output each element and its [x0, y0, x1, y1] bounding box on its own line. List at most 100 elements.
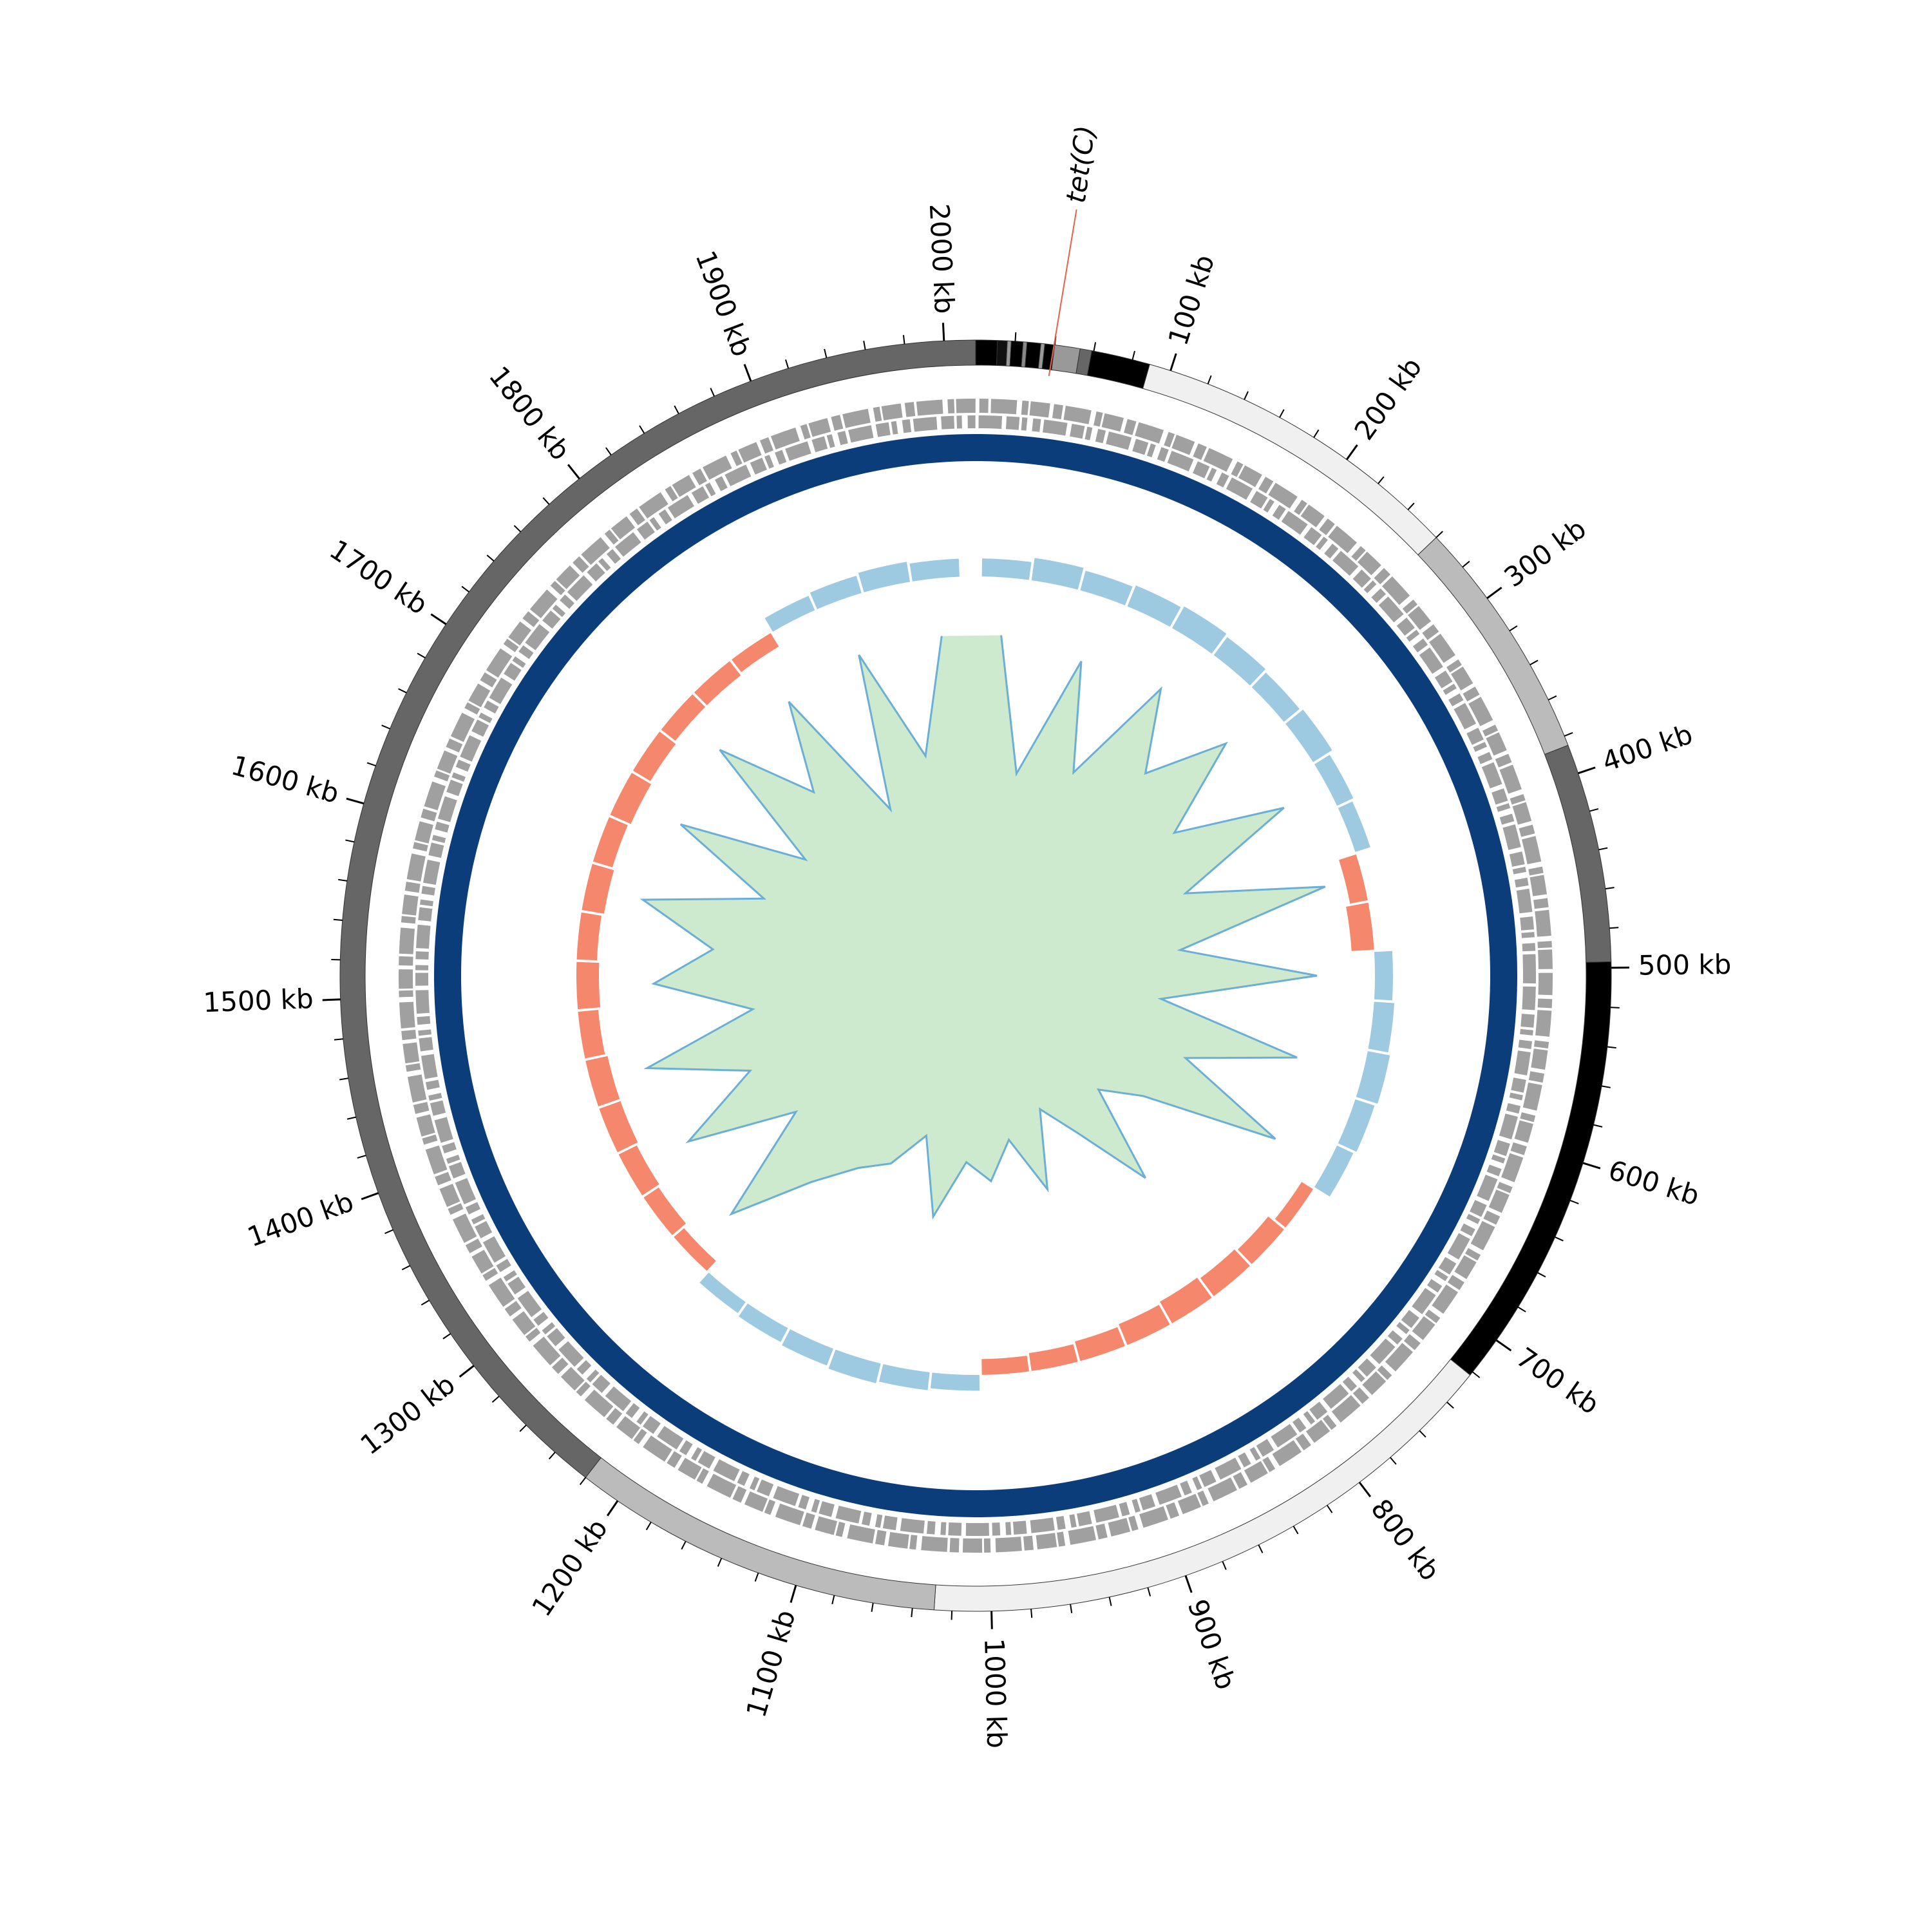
gc-skew-bar — [930, 1372, 980, 1391]
minor-tick — [346, 1116, 356, 1120]
gc-skew-bar — [738, 1303, 788, 1342]
minor-tick — [710, 388, 715, 397]
tick-label: 300 kb — [1499, 513, 1592, 593]
gc-skew-bar — [1127, 585, 1181, 627]
annotation-line — [1048, 209, 1077, 377]
gc-skew-bar — [1374, 951, 1394, 1001]
tick-label: 800 kb — [1365, 1493, 1446, 1587]
gc-skew-bar — [1213, 637, 1265, 686]
minor-tick — [1548, 695, 1557, 701]
gc-skew-bar — [699, 1273, 746, 1313]
contig — [933, 1358, 1471, 1612]
minor-tick — [366, 762, 376, 766]
minor-tick — [674, 405, 679, 414]
tick-label: 2000 kb — [923, 203, 960, 314]
tick-label: 200 kb — [1348, 352, 1428, 446]
minor-tick — [1569, 1200, 1579, 1204]
minor-tick — [1517, 1306, 1526, 1312]
minor-tick — [1589, 808, 1599, 812]
tick — [1345, 444, 1358, 460]
gene-ring-reverse — [415, 415, 1536, 1536]
gc-skew-bar — [1339, 854, 1368, 904]
minor-tick — [486, 554, 495, 562]
gc-skew-bar — [661, 694, 706, 741]
gc-skew-bar — [1031, 558, 1084, 590]
contig — [1086, 350, 1150, 389]
gc-skew-bar — [1338, 1099, 1375, 1152]
minor-tick — [1014, 332, 1017, 341]
minor-tick — [824, 348, 828, 358]
minor-tick — [1132, 350, 1135, 360]
tick — [1358, 1481, 1372, 1497]
minor-tick — [381, 724, 390, 730]
minor-tick — [579, 1477, 587, 1485]
minor-tick — [871, 1602, 874, 1613]
gc-skew-bar — [1274, 1182, 1313, 1228]
minor-tick — [1326, 1504, 1333, 1513]
gc-skew-bar — [1028, 1344, 1078, 1371]
tick-label: 1300 kb — [354, 1368, 460, 1461]
minor-tick — [1472, 1371, 1481, 1378]
gc-skew-bar — [643, 1187, 687, 1235]
gc-skew-bar — [1200, 1249, 1250, 1296]
gc-skew-bar — [610, 772, 652, 824]
minor-tick — [421, 1300, 430, 1306]
tick-label: 600 kb — [1605, 1154, 1703, 1211]
tick-label: 1700 kb — [324, 533, 433, 621]
gc-skew-bar — [1237, 1217, 1284, 1264]
gc-skew-bar — [1338, 801, 1370, 853]
gc-content-area — [643, 635, 1325, 1217]
minor-tick — [1147, 1587, 1151, 1596]
minor-tick — [645, 1522, 652, 1531]
tick — [346, 797, 365, 805]
tick-label: 1900 kb — [689, 247, 757, 361]
minor-tick — [1530, 659, 1539, 666]
tick-label: 700 kb — [1511, 1341, 1605, 1421]
tick — [1184, 1575, 1193, 1593]
minor-tick — [513, 525, 522, 533]
tick — [361, 1192, 379, 1200]
minor-tick — [831, 1595, 835, 1605]
tick-label: 500 kb — [1638, 949, 1732, 981]
contig — [1051, 345, 1081, 374]
gc-skew-bar — [1080, 571, 1133, 606]
minor-tick — [519, 1425, 527, 1432]
tick-label: 400 kb — [1598, 718, 1697, 777]
minor-tick — [1407, 502, 1415, 511]
gc-skew-bar — [1368, 1001, 1395, 1053]
gene-ring-forward — [399, 399, 1553, 1553]
minor-tick — [442, 1333, 451, 1340]
gc-skew-bar — [981, 1356, 1029, 1375]
tick — [790, 1585, 797, 1603]
contig — [996, 340, 1008, 366]
gc-skew-bar — [732, 632, 779, 672]
gc-skew-bar — [1171, 606, 1227, 654]
minor-tick — [1390, 1457, 1397, 1465]
minor-tick — [461, 585, 469, 592]
gc-skew-bar — [858, 562, 911, 592]
minor-tick — [417, 652, 426, 659]
minor-tick — [384, 1229, 393, 1235]
tick-label: 100 kb — [1162, 251, 1220, 350]
minor-tick — [1070, 1604, 1073, 1613]
minor-tick — [717, 1558, 723, 1567]
tick — [1495, 1339, 1512, 1352]
gc-skew-bar — [1356, 1051, 1390, 1104]
minor-tick — [1244, 391, 1249, 400]
gc-skew-bar — [1314, 754, 1354, 806]
gc-skew-bar — [585, 1056, 620, 1106]
gc-skew-bar — [578, 1010, 605, 1059]
minor-tick — [401, 1265, 411, 1271]
gc-skew-bar — [878, 1364, 930, 1390]
minor-tick — [1609, 927, 1619, 929]
gc-skew-bar — [781, 1329, 833, 1366]
gc-skew-bar — [1285, 709, 1332, 762]
gc-skew-bar — [1346, 902, 1374, 951]
minor-tick — [1462, 560, 1470, 568]
gc-skew-bar — [1075, 1327, 1125, 1361]
minor-tick — [902, 335, 905, 345]
minor-tick — [681, 1540, 687, 1550]
contig — [975, 339, 998, 366]
minor-tick — [1610, 1007, 1620, 1009]
tick-label: 1400 kb — [243, 1186, 358, 1253]
